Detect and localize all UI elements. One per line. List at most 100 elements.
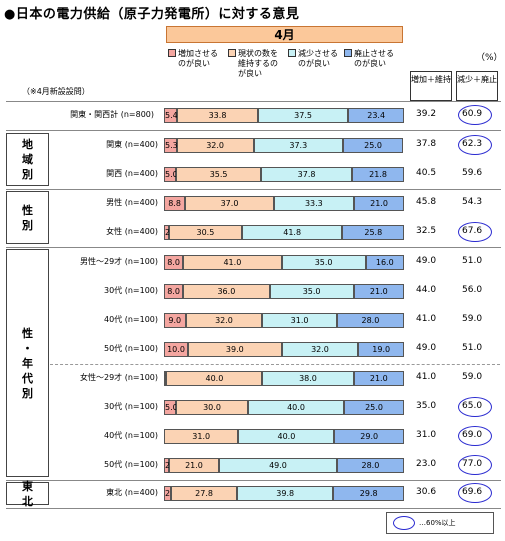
bar-segment: 35.0 (281, 254, 366, 270)
bar-segment: 25.0 (343, 137, 404, 153)
highlight-oval (458, 397, 492, 417)
bar-segment: 32.0 (185, 312, 263, 328)
sum-increase-maintain: 23.0 (416, 459, 437, 469)
sum-increase-maintain: 31.0 (416, 430, 437, 440)
bar-segment: 5.0 (164, 399, 178, 415)
bar-segment: 28.0 (336, 312, 404, 328)
legend-label: 減少させるのが良い (298, 49, 338, 68)
category-label: 東北 (n=400) (106, 488, 158, 497)
sum-increase-maintain: 37.8 (416, 139, 437, 149)
bar-segment: 36.0 (183, 283, 270, 299)
bar-segment: 33.8 (176, 107, 259, 123)
bar-segment: 35.5 (176, 166, 262, 182)
bar-segment: 21.0 (168, 457, 220, 473)
sum-increase-maintain: 30.6 (416, 487, 437, 497)
group-label-0: 地 域 別 (6, 133, 49, 186)
bar-segment: 19.0 (358, 341, 404, 357)
bar-segment: 25.8 (342, 224, 405, 240)
category-label: 30代 (n=100) (103, 402, 158, 411)
row-separator (6, 130, 501, 131)
bar-segment: 40.0 (248, 399, 344, 415)
group-label-3: 東 北 (6, 480, 49, 508)
bar-segment: 35.0 (269, 283, 354, 299)
sum-decrease-abolish: 59.0 (462, 372, 483, 382)
legend-label: 増加させるのが良い (178, 49, 218, 68)
bar-segment: 8.0 (164, 283, 184, 299)
bar-segment: 32.0 (176, 137, 254, 153)
bar-segment: 30.0 (176, 399, 248, 415)
category-label: 50代 (n=100) (103, 344, 158, 353)
bar-segment: 8.8 (164, 195, 186, 211)
bar-segment: 40.0 (166, 370, 263, 386)
bar-segment: 39.8 (237, 485, 333, 501)
bar-segment: 37.5 (258, 107, 349, 123)
sum-increase-maintain: 41.0 (416, 372, 437, 382)
bar-segment: 9.0 (164, 312, 186, 328)
bar-segment: 5.4 (164, 107, 178, 123)
bar-segment: 21.0 (353, 370, 404, 386)
legend-swatch (344, 49, 352, 57)
row-separator (6, 247, 501, 248)
legend-swatch (228, 49, 236, 57)
category-label: 関東 (n=400) (106, 140, 158, 149)
sum-decrease-abolish: 51.0 (462, 256, 483, 266)
group-label-2: 性 ・ 年 代 別 (6, 249, 49, 477)
category-label: 女性 (n=400) (106, 227, 158, 236)
bar-segment: 5.3 (164, 137, 178, 153)
bar-segment: 21.8 (351, 166, 405, 182)
legend-swatch (288, 49, 296, 57)
oval-legend-box: …60%以上 (386, 512, 494, 534)
sum-increase-maintain: 32.5 (416, 226, 437, 236)
highlight-oval (458, 455, 492, 475)
category-label: 40代 (n=100) (103, 315, 158, 324)
sum-decrease-abolish: 54.3 (462, 197, 483, 207)
group-divider (50, 364, 500, 365)
legend-label: 廃止させるのが良い (354, 49, 394, 68)
row-separator (6, 480, 501, 481)
oval-marker-icon (393, 516, 415, 530)
row-separator (6, 508, 501, 509)
bar-segment: 37.8 (261, 166, 352, 182)
legend-item-increase: 増加させるのが良い (168, 49, 226, 69)
header-decrease-abolish: 減少＋廃止 (456, 71, 498, 101)
category-label: 女性～29才 (n=100) (79, 373, 158, 382)
sum-decrease-abolish: 59.0 (462, 314, 483, 324)
bar-segment: 2.8 (164, 485, 178, 501)
sum-increase-maintain: 49.0 (416, 256, 437, 266)
bar-segment: 16.0 (365, 254, 404, 270)
bar-segment: 29.8 (332, 485, 405, 501)
sum-increase-maintain: 35.0 (416, 401, 437, 411)
category-label: 30代 (n=100) (103, 286, 158, 295)
bar-segment: 33.3 (273, 195, 354, 211)
category-label: 関東・関西計 (n=800) (70, 110, 154, 119)
sum-increase-maintain: 49.0 (416, 343, 437, 353)
bar-segment: 8.0 (164, 254, 184, 270)
bar-segment: 21.0 (353, 195, 405, 211)
month-header: 4月 (166, 26, 403, 43)
bar-segment: 39.0 (188, 341, 282, 357)
bar-segment: 49.0 (219, 457, 337, 473)
group-label-1: 性 別 (6, 191, 49, 244)
sum-increase-maintain: 39.2 (416, 109, 437, 119)
bar-segment: 31.0 (164, 428, 239, 444)
sum-increase-maintain: 45.8 (416, 197, 437, 207)
oval-legend-text: …60%以上 (419, 519, 456, 527)
highlight-oval (458, 105, 492, 125)
bar-segment: 29.0 (334, 428, 404, 444)
legend-label: 現状の数を維持するのが良い (238, 49, 278, 78)
bar-segment: 41.8 (242, 224, 343, 240)
bar-segment: 30.5 (168, 224, 242, 240)
sum-increase-maintain: 44.0 (416, 285, 437, 295)
row-separator (6, 189, 501, 190)
legend-item-maintain: 現状の数を維持するのが良い (228, 49, 286, 79)
bar-segment: 21.0 (353, 283, 404, 299)
bar-segment: 41.0 (183, 254, 282, 270)
sum-increase-maintain: 41.0 (416, 314, 437, 324)
bar-segment: 37.3 (253, 137, 344, 153)
new-question-note: （※4月新設設問） (22, 87, 90, 96)
chart-title: ●日本の電力供給（原子力発電所）に対する意見 (4, 7, 300, 22)
sum-decrease-abolish: 51.0 (462, 343, 483, 353)
bar-segment: 5.0 (164, 166, 178, 182)
bar-segment: 10.0 (164, 341, 188, 357)
sum-decrease-abolish: 56.0 (462, 285, 483, 295)
